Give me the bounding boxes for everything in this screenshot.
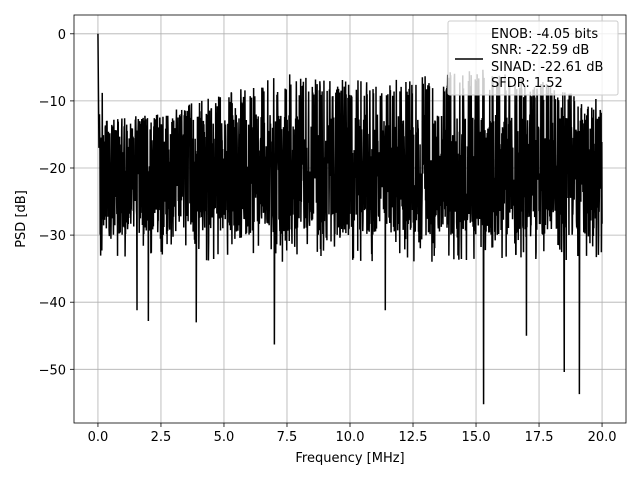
legend-entry-sfdr: SFDR: 1.52 — [491, 76, 563, 91]
y-tick-label: −10 — [39, 95, 66, 110]
legend: ENOB: -4.05 bits SNR: -22.59 dB SINAD: -… — [447, 20, 619, 96]
x-tick-label: 7.5 — [277, 430, 298, 445]
x-tick-label: 12.5 — [399, 430, 428, 445]
plot-area — [97, 33, 603, 405]
x-tick-label: 20.0 — [588, 430, 617, 445]
y-axis-ticks: 0 −10 −20 −30 −40 −50 — [39, 28, 74, 378]
legend-entry-sinad: SINAD: -22.61 dB — [491, 60, 603, 75]
x-axis-label: Frequency [MHz] — [295, 451, 404, 466]
x-tick-label: 15.0 — [462, 430, 491, 445]
legend-box — [447, 20, 619, 96]
x-tick-label: 17.5 — [525, 430, 554, 445]
y-tick-label: −40 — [39, 296, 66, 311]
legend-entry-enob: ENOB: -4.05 bits — [491, 27, 598, 42]
x-tick-label: 5.0 — [214, 430, 235, 445]
y-tick-label: −30 — [39, 229, 66, 244]
y-tick-label: −50 — [39, 363, 66, 378]
y-axis-label: PSD [dB] — [14, 190, 29, 248]
y-tick-label: 0 — [58, 28, 66, 43]
x-tick-label: 0.0 — [88, 430, 109, 445]
psd-series-line — [97, 33, 603, 405]
x-axis-ticks: 0.0 2.5 5.0 7.5 10.0 12.5 15.0 17.5 20.0 — [88, 423, 617, 445]
x-tick-label: 10.0 — [336, 430, 365, 445]
legend-entry-snr: SNR: -22.59 dB — [491, 43, 589, 58]
y-tick-label: −20 — [39, 162, 66, 177]
x-tick-label: 2.5 — [151, 430, 172, 445]
